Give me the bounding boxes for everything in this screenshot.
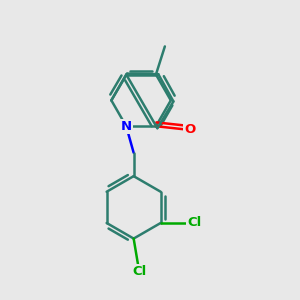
Text: Cl: Cl <box>188 217 202 230</box>
Text: O: O <box>184 123 195 136</box>
Text: N: N <box>121 120 132 133</box>
Text: Cl: Cl <box>133 265 147 278</box>
